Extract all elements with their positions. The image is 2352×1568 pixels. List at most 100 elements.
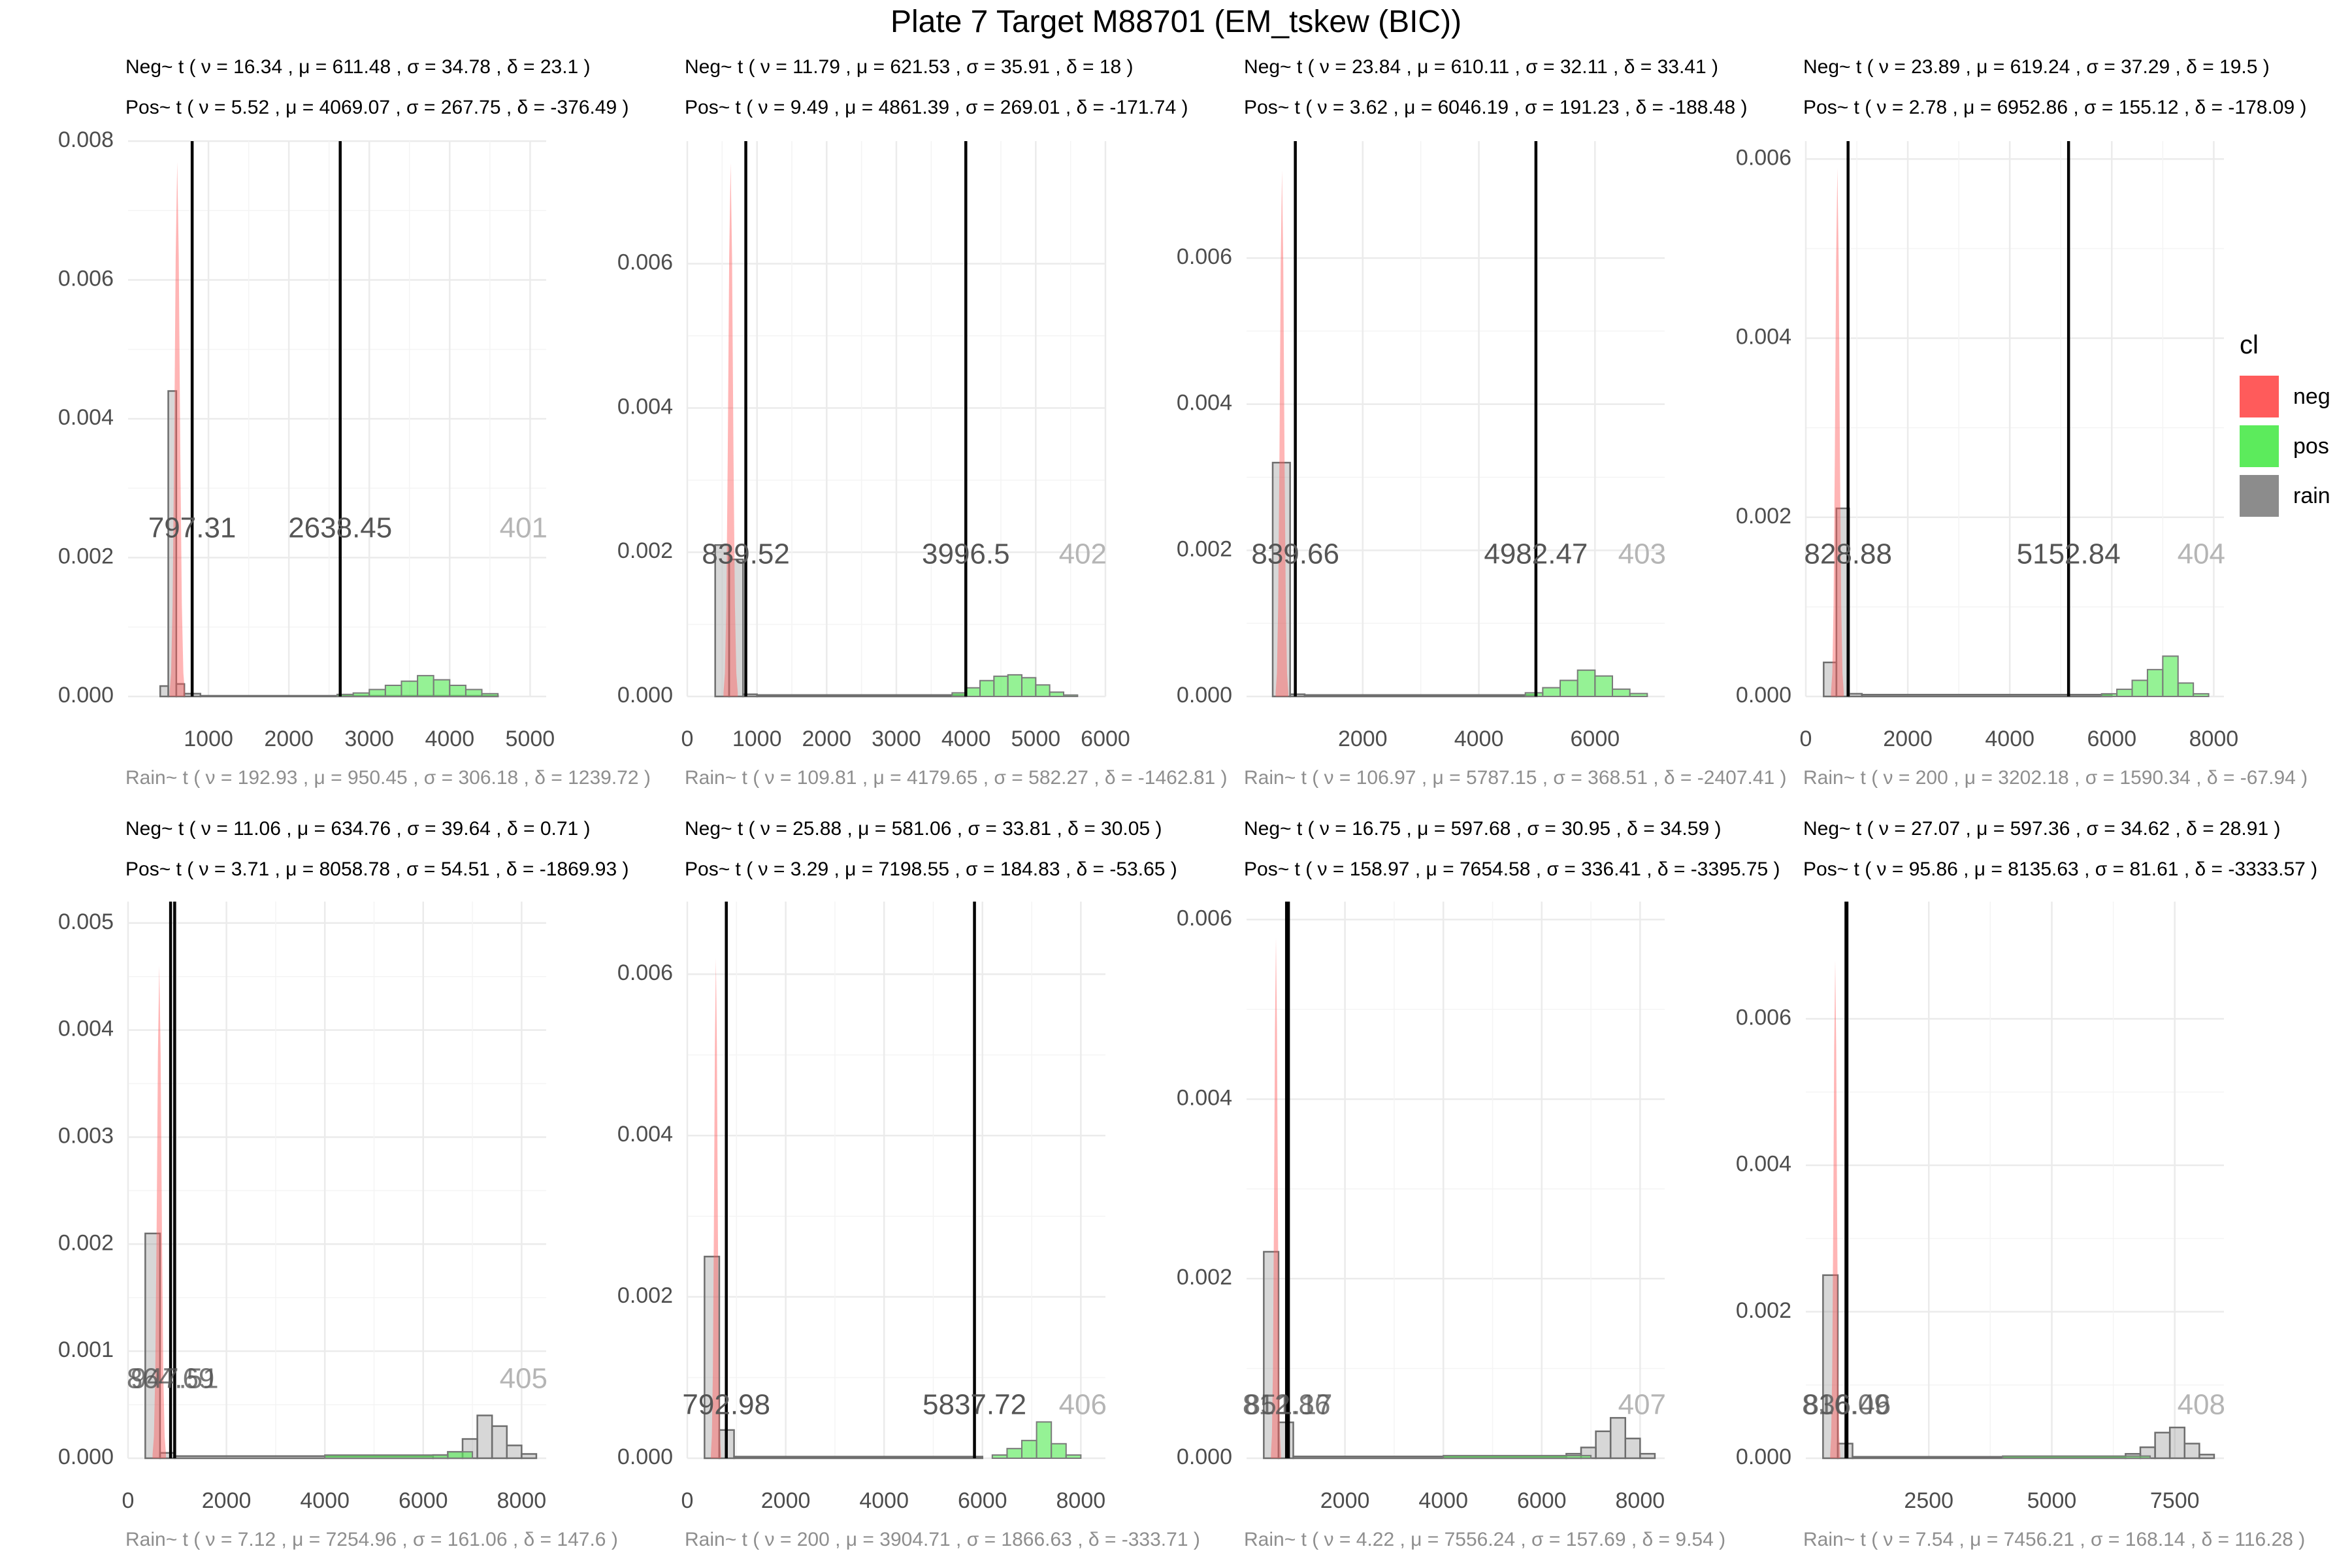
rain-histogram-bar <box>1609 1416 1627 1460</box>
facet-panel-404: Neg~ t ( ν = 23.89 , μ = 619.24 , σ = 37… <box>1736 56 2308 789</box>
rain-params-label: Rain~ t ( ν = 4.22 , μ = 7556.24 , σ = 1… <box>1244 1529 1725 1550</box>
y-tick-label: 0.002 <box>617 538 673 563</box>
x-tick-label: 6000 <box>1571 727 1620 751</box>
pos-histogram-bar <box>384 685 402 697</box>
threshold-value-label: 839.66 <box>1251 538 1339 570</box>
well-number-label: 402 <box>1059 538 1107 570</box>
x-tick-label: 5000 <box>1011 727 1061 751</box>
y-tick-label: 0.008 <box>58 127 114 152</box>
rain-params-label: Rain~ t ( ν = 7.54 , μ = 7456.21 , σ = 1… <box>1803 1529 2305 1550</box>
rain-params-label: Rain~ t ( ν = 7.12 , μ = 7254.96 , σ = 1… <box>125 1529 618 1550</box>
grid-lines <box>1247 902 1665 1460</box>
threshold-value-label: 812.86 <box>1243 1388 1331 1420</box>
x-tick-label: 5000 <box>506 727 555 751</box>
x-tick-label: 6000 <box>1081 727 1130 751</box>
pos-histogram-bar <box>447 1451 474 1459</box>
well-number-label: 401 <box>500 512 547 544</box>
rain-histogram-bar <box>1861 694 2113 698</box>
pos-params-label: Pos~ t ( ν = 5.52 , μ = 4069.07 , σ = 26… <box>125 97 629 118</box>
pos-histogram-bar <box>991 1454 1008 1460</box>
pos-histogram-bar <box>1065 1454 1082 1460</box>
rain-params-label: Rain~ t ( ν = 200 , μ = 3904.71 , σ = 18… <box>685 1529 1200 1550</box>
pos-histogram-bar <box>2177 682 2195 697</box>
facet-panel-402: Neg~ t ( ν = 11.79 , μ = 621.53 , σ = 35… <box>617 56 1228 789</box>
legend-item-pos: pos <box>2240 421 2330 471</box>
pos-params-label: Pos~ t ( ν = 3.71 , μ = 8058.78 , σ = 54… <box>125 858 629 880</box>
x-tick-label: 0 <box>681 1488 694 1513</box>
facet-panel-407: Neg~ t ( ν = 16.75 , μ = 597.68 , σ = 30… <box>1177 818 1780 1550</box>
x-tick-label: 2000 <box>202 1488 252 1513</box>
legend-key-neg <box>2240 376 2279 417</box>
y-tick-label: 0.002 <box>1177 1265 1232 1290</box>
rain-histogram-bar <box>1289 693 1306 698</box>
x-tick-label: 2000 <box>1320 1488 1370 1513</box>
grid-lines <box>686 141 1107 698</box>
facet-panel-403: Neg~ t ( ν = 23.84 , μ = 610.11 , σ = 32… <box>1177 56 1787 789</box>
legend-title: cl <box>2240 331 2259 359</box>
pos-histogram-bar <box>1036 1421 1053 1459</box>
x-tick-label: 1000 <box>732 727 782 751</box>
rain-histogram-bar <box>2183 1443 2200 1460</box>
threshold-value-label: 797.31 <box>148 512 237 544</box>
legend-label-rain: rain <box>2293 483 2330 508</box>
x-tick-label: 2000 <box>802 727 852 751</box>
x-tick-label: 6000 <box>958 1488 1007 1513</box>
pos-histogram-bar <box>1021 1439 1037 1460</box>
pos-histogram-bar <box>1007 674 1023 698</box>
grid-lines <box>1806 902 2224 1460</box>
legend-label-neg: neg <box>2293 384 2330 409</box>
threshold-value-label: 839.52 <box>702 538 790 570</box>
x-tick-label: 2500 <box>1904 1488 1953 1513</box>
x-tick-label: 4000 <box>1454 727 1504 751</box>
threshold-value-label: 864.69 <box>127 1362 215 1394</box>
pos-histogram-bar <box>1443 1454 1592 1459</box>
x-tick-label: 1000 <box>184 727 233 751</box>
y-tick-label: 0.001 <box>58 1337 114 1362</box>
rain-histogram-bar <box>2198 1454 2215 1460</box>
y-tick-label: 0.004 <box>1736 325 1791 350</box>
neg-params-label: Neg~ t ( ν = 16.75 , μ = 597.68 , σ = 30… <box>1244 818 1721 840</box>
pos-histogram-bar <box>352 692 370 697</box>
threshold-value-label: 828.88 <box>1804 538 1892 570</box>
x-tick-label: 3000 <box>872 727 921 751</box>
y-tick-label: 0.006 <box>1177 244 1232 269</box>
x-tick-label: 8000 <box>1056 1488 1106 1513</box>
well-number-label: 405 <box>500 1362 547 1394</box>
pos-histogram-bar <box>1629 693 1648 698</box>
pos-params-label: Pos~ t ( ν = 9.49 , μ = 4861.39 , σ = 26… <box>685 97 1188 118</box>
y-tick-label: 0.002 <box>1736 504 1791 529</box>
pos-histogram-bar <box>993 676 1009 697</box>
pos-histogram-bar <box>965 687 981 697</box>
neg-density-curve <box>711 958 721 1458</box>
neg-params-label: Neg~ t ( ν = 11.06 , μ = 634.76 , σ = 39… <box>125 818 591 840</box>
x-tick-label: 3000 <box>344 727 394 751</box>
threshold-value-label: 5837.72 <box>923 1388 1026 1420</box>
pos-histogram-bar <box>1612 688 1631 697</box>
legend-item-neg: neg <box>2240 372 2330 421</box>
facet-panel-401: Neg~ t ( ν = 16.34 , μ = 611.48 , σ = 34… <box>58 56 651 789</box>
x-tick-label: 2000 <box>761 1488 811 1513</box>
y-tick-label: 0.006 <box>1736 145 1791 170</box>
y-tick-label: 0.004 <box>1736 1152 1791 1177</box>
x-tick-label: 4000 <box>425 727 474 751</box>
y-tick-label: 0.002 <box>1736 1298 1791 1323</box>
pos-histogram-bar <box>1560 679 1578 698</box>
pos-params-label: Pos~ t ( ν = 2.78 , μ = 6952.86 , σ = 15… <box>1803 97 2306 118</box>
facet-panel-406: Neg~ t ( ν = 25.88 , μ = 581.06 , σ = 33… <box>617 818 1200 1550</box>
y-tick-label: 0.006 <box>1177 906 1232 930</box>
threshold-value-label: 816.09 <box>1802 1388 1890 1420</box>
well-number-label: 408 <box>2178 1388 2225 1420</box>
y-tick-label: 0.003 <box>58 1123 114 1148</box>
y-tick-label: 0.006 <box>617 960 673 985</box>
y-tick-label: 0.000 <box>1736 683 1791 708</box>
grid-lines <box>128 140 546 698</box>
x-tick-label: 2000 <box>1883 727 1933 751</box>
threshold-value-label: 947.51 <box>131 1362 219 1394</box>
pos-histogram-bar <box>324 1454 449 1460</box>
rain-params-label: Rain~ t ( ν = 192.93 , μ = 950.45 , σ = … <box>125 767 651 789</box>
x-tick-label: 4000 <box>941 727 991 751</box>
pos-histogram-bar <box>417 675 434 698</box>
legend-key-rain <box>2240 475 2279 517</box>
x-tick-label: 4000 <box>1985 727 2034 751</box>
